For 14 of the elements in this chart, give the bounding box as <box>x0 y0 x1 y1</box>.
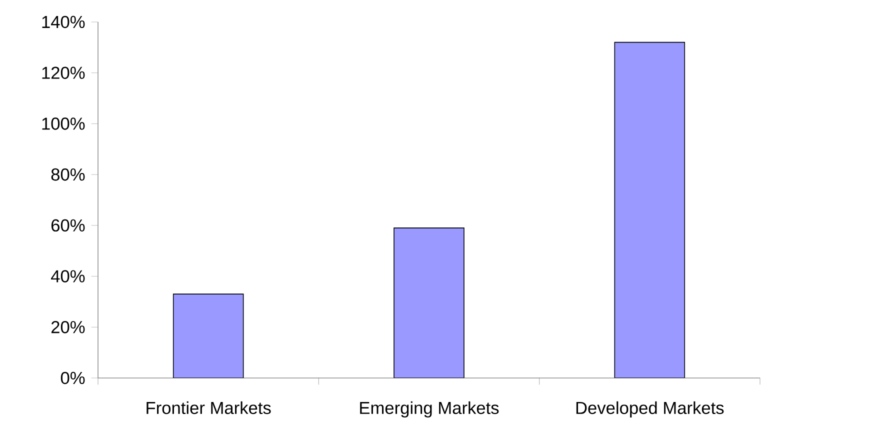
y-tick-label: 140% <box>42 16 85 28</box>
y-tick-label: 0% <box>60 372 85 384</box>
bar <box>614 42 686 378</box>
x-tick-label: Developed Markets <box>576 401 724 418</box>
y-tick-label: 120% <box>42 66 85 79</box>
bar <box>394 228 464 378</box>
x-tick-label: Frontier Markets <box>146 401 271 414</box>
y-tick-label: 100% <box>42 118 85 130</box>
x-tick-label: Emerging Markets <box>360 401 499 418</box>
y-tick-label: 80% <box>51 168 85 181</box>
y-tick-label: 20% <box>51 320 85 334</box>
y-tick-label: 60% <box>51 219 85 232</box>
y-tick-label: 40% <box>51 270 85 282</box>
bar <box>172 294 244 378</box>
